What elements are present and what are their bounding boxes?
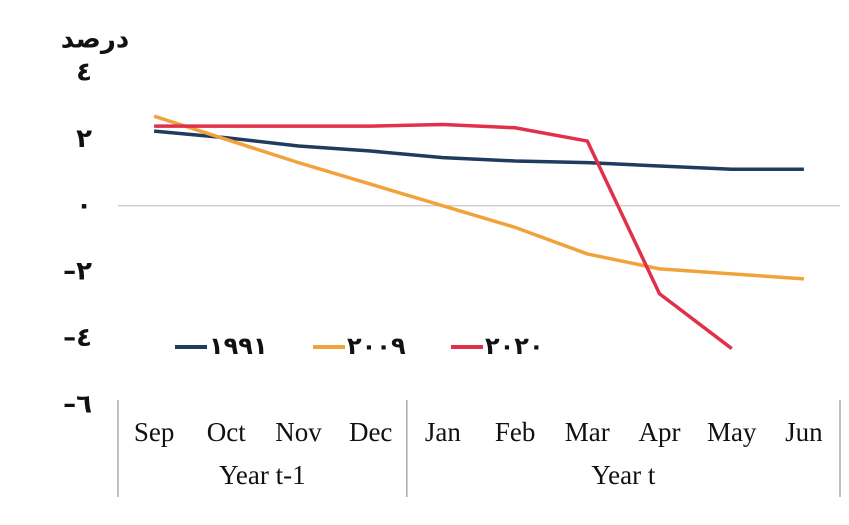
x-tick-label: Feb [495, 417, 536, 447]
y-axis-label: درصد [61, 25, 129, 55]
series-line [153, 129, 804, 172]
x-tick-label: Mar [565, 417, 610, 447]
x-tick-label: Apr [639, 417, 681, 447]
y-tick-label: –٢ [63, 257, 92, 287]
y-tick-label: ٠ [76, 190, 92, 220]
series-line [153, 114, 805, 281]
x-tick-label: May [707, 417, 757, 447]
legend-label: ۱۹۹۱ [209, 332, 268, 360]
legend-label: ۲۰۰۹ [347, 332, 406, 360]
x-tick-label: Jun [785, 417, 823, 447]
legend-label: ۲۰۲۰ [485, 332, 544, 360]
y-tick-label: ٢ [76, 124, 92, 154]
x-tick-label: Dec [349, 417, 392, 447]
x-tick-label: Sep [134, 417, 175, 447]
series-line [154, 122, 733, 350]
x-tick-label: Oct [207, 417, 246, 447]
y-tick-label: ٤ [76, 58, 92, 88]
x-tick-label: Jan [425, 417, 461, 447]
group-label: Year t [591, 460, 656, 490]
y-tick-label: –٤ [63, 323, 92, 353]
y-tick-label: –٦ [63, 390, 92, 420]
group-label: Year t-1 [219, 460, 306, 490]
x-tick-label: Nov [275, 417, 322, 447]
